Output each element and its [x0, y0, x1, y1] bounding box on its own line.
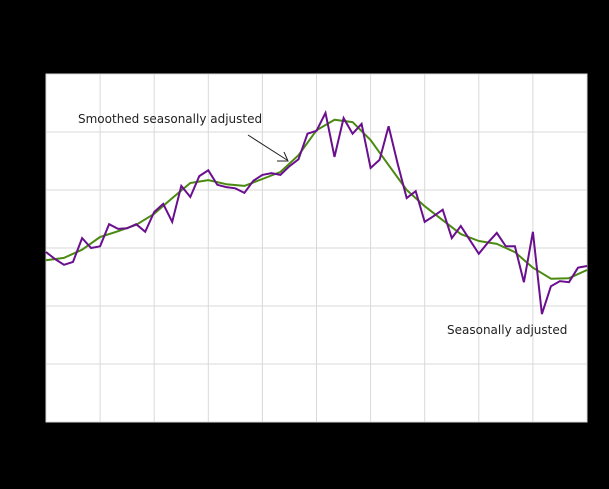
seasonally-adjusted-line: [45, 109, 588, 315]
annotation-arrow-icon: [247, 134, 289, 162]
smoothed-series-label: Smoothed seasonally adjusted: [78, 112, 262, 126]
seasonally-adjusted-series-label: Seasonally adjusted: [447, 323, 567, 337]
